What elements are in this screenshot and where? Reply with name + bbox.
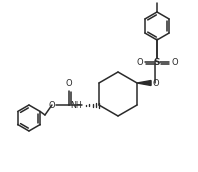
- Text: O: O: [48, 100, 55, 110]
- Text: O: O: [65, 79, 72, 88]
- Polygon shape: [137, 80, 151, 85]
- Text: S: S: [154, 57, 160, 67]
- Text: O: O: [152, 78, 159, 88]
- Text: O: O: [136, 57, 143, 67]
- Text: NH: NH: [70, 100, 82, 110]
- Text: O: O: [171, 57, 178, 67]
